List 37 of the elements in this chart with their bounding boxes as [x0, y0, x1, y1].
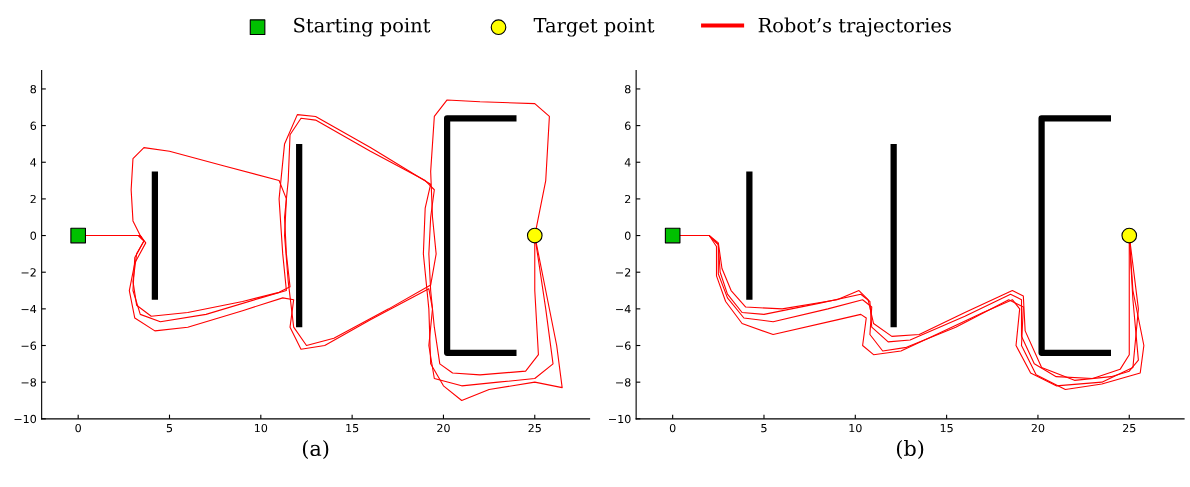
y-tick-label: 0 — [30, 231, 37, 240]
x-tick-label: 5 — [166, 424, 173, 433]
y-tick-label: 0 — [624, 231, 631, 240]
legend-label: Robot’s trajectories — [758, 17, 951, 37]
y-tick-label: 4 — [30, 158, 37, 167]
y-tick-label: 6 — [30, 121, 37, 130]
y-tick-label: 8 — [624, 84, 631, 94]
x-axis-title: (a) — [302, 439, 329, 460]
x-tick-label: 5 — [761, 424, 767, 433]
legend-label: Starting point — [294, 17, 431, 37]
x-tick-label: 10 — [254, 423, 268, 433]
x-tick-label: 0 — [669, 423, 676, 433]
y-tick-label: −6 — [616, 341, 631, 350]
y-tick-label: −4 — [616, 304, 631, 314]
y-tick-label: −10 — [609, 414, 631, 424]
x-tick-label: 0 — [75, 423, 81, 433]
x-tick-label: 15 — [940, 424, 953, 433]
y-tick-label: −8 — [616, 378, 631, 387]
y-tick-label: −10 — [14, 414, 37, 424]
legend-label: Target point — [533, 17, 655, 37]
y-tick-label: 6 — [624, 121, 631, 130]
y-tick-label: −6 — [21, 341, 37, 350]
x-tick-label: 15 — [346, 424, 359, 433]
x-tick-label: 20 — [437, 423, 450, 433]
x-tick-label: 25 — [1123, 423, 1136, 433]
y-tick-label: 2 — [30, 194, 36, 204]
y-tick-label: 4 — [624, 158, 631, 167]
y-tick-label: −8 — [21, 378, 37, 387]
y-tick-label: −2 — [21, 268, 36, 277]
x-tick-label: 20 — [1031, 423, 1045, 433]
y-tick-label: 2 — [625, 194, 631, 204]
x-tick-label: 25 — [528, 423, 541, 433]
x-axis-title: (b) — [896, 439, 924, 460]
x-tick-label: 10 — [849, 423, 862, 433]
y-tick-label: 8 — [30, 84, 37, 94]
y-tick-label: −4 — [21, 304, 37, 314]
y-tick-label: −2 — [616, 268, 631, 277]
